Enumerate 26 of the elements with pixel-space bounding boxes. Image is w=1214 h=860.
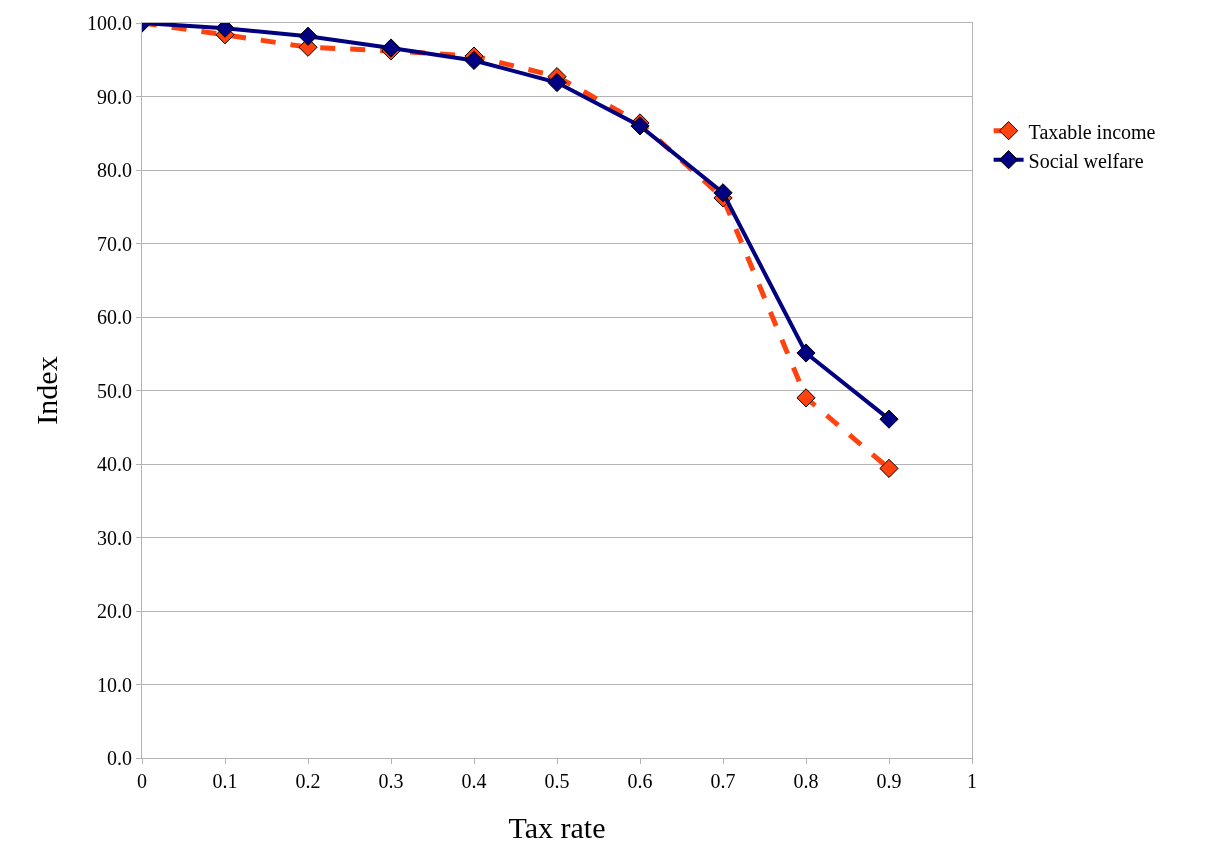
x-tick-label: 0.5 xyxy=(544,770,570,792)
x-tick-label: 0.6 xyxy=(627,770,653,792)
y-tick-label: 40.0 xyxy=(97,453,132,475)
y-tick-label: 60.0 xyxy=(97,306,132,328)
y-tick-label: 50.0 xyxy=(97,379,132,402)
y-tick-label: 20.0 xyxy=(97,600,132,622)
legend-label: Taxable income xyxy=(1028,120,1156,143)
x-tick-label: 0.8 xyxy=(793,770,819,792)
x-tick-label: 0.3 xyxy=(378,770,404,792)
y-tick-label: 90.0 xyxy=(97,85,132,108)
y-tick-label: 10.0 xyxy=(97,673,132,696)
x-tick-label: 0 xyxy=(137,770,147,792)
y-axis-title: Index xyxy=(30,356,63,425)
y-tick-label: 70.0 xyxy=(97,232,132,255)
y-tick-label: 100.0 xyxy=(87,12,132,34)
x-tick-label: 0.1 xyxy=(212,770,238,792)
x-tick-label: 1 xyxy=(967,770,977,792)
y-tick-label: 0.0 xyxy=(107,747,132,769)
x-tick-label: 0.9 xyxy=(876,770,902,792)
legend-label: Social welfare xyxy=(1028,149,1144,172)
y-tick-label: 80.0 xyxy=(97,159,132,181)
x-tick-label: 0.4 xyxy=(461,770,487,792)
x-tick-label: 0.2 xyxy=(295,770,321,792)
x-tick-label: 0.7 xyxy=(710,770,736,792)
x-axis-title: Tax rate xyxy=(508,810,606,844)
y-tick-label: 30.0 xyxy=(97,526,132,549)
